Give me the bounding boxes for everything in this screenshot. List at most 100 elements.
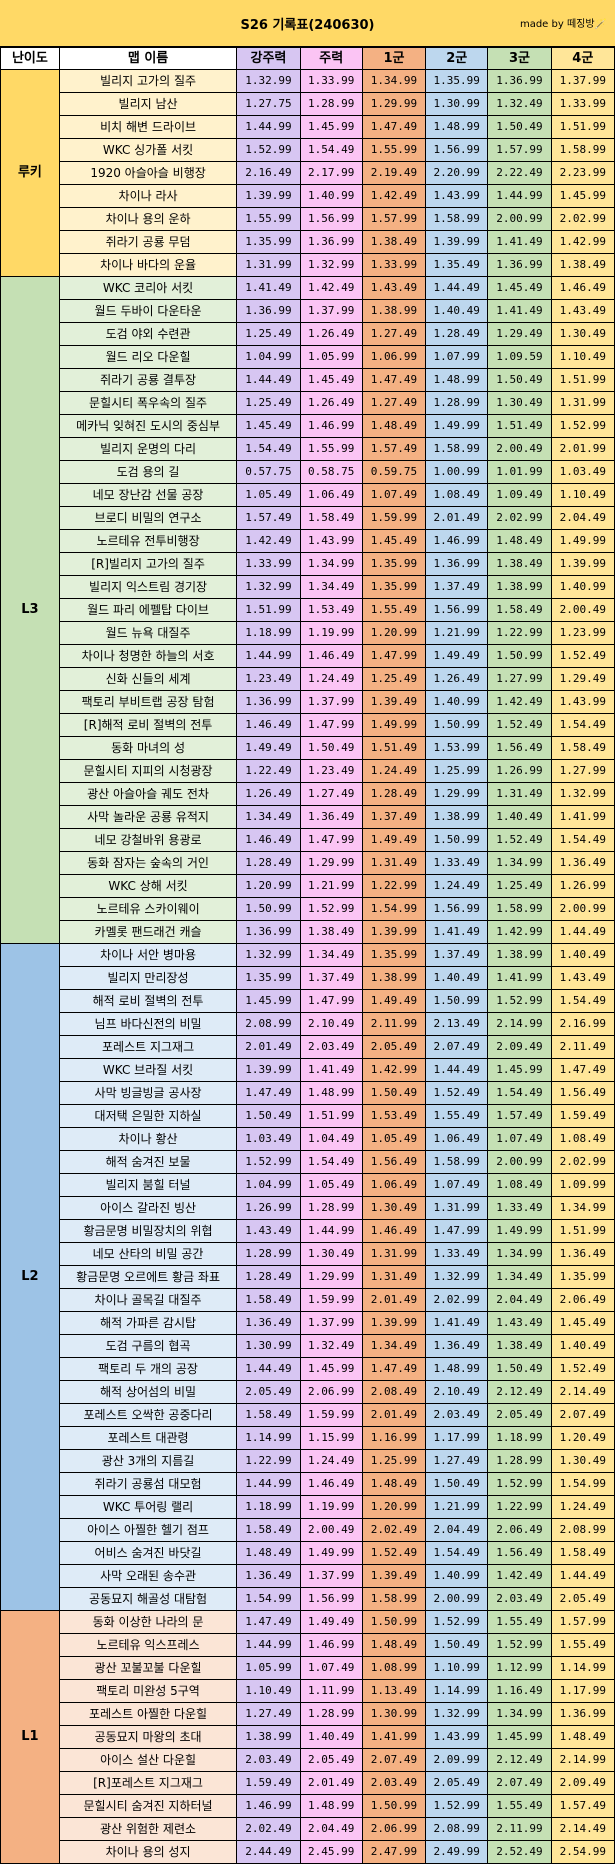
map-name-cell: 황금문명 비밀장치의 위협 [58, 1219, 238, 1243]
time-cell-group2: 1.50.49 [425, 1633, 489, 1657]
map-name-cell: 아이스 갈라진 빙산 [58, 1196, 238, 1220]
time-cell-group3: 1.09.49 [487, 483, 552, 507]
time-cell-group4: 1.52.99 [550, 414, 615, 438]
time-cell-group3: 1.52.99 [487, 989, 552, 1013]
table-row: 황금문명 비밀장치의 위협 1.43.49 1.44.99 1.46.49 1.47.9… [1, 1219, 615, 1243]
table-row: 광산 3개의 지름길 1.22.99 1.24.49 1.25.99 1.27.49 1.… [1, 1449, 615, 1473]
time-cell-group3: 2.09.49 [487, 1035, 552, 1059]
time-cell-juryeok: 1.26.49 [299, 391, 363, 415]
time-cell-group1: 1.20.99 [361, 621, 427, 645]
time-cell-group1: 1.55.99 [361, 138, 427, 162]
time-cell-kangjuryeok: 1.36.49 [236, 1564, 301, 1588]
time-cell-group3: 1.34.99 [487, 851, 552, 875]
time-cell-group2: 1.48.99 [425, 1357, 489, 1381]
table-row: WKC 상해 서킷 1.20.99 1.21.99 1.22.99 1.24.49 1.2… [1, 874, 615, 898]
time-cell-group3: 1.26.99 [487, 759, 552, 783]
time-cell-juryeok: 1.40.49 [299, 1725, 363, 1749]
time-cell-kangjuryeok: 2.08.99 [236, 1012, 301, 1036]
table-row: 네모 산타의 비밀 공간 1.28.99 1.30.49 1.31.99 1.33.49… [1, 1242, 615, 1266]
table-row: 포레스트 대관령 1.14.99 1.15.99 1.16.99 1.17.99 1.18… [1, 1426, 615, 1450]
column-header-group4: 4군 [550, 47, 615, 70]
time-cell-juryeok: 0.58.75 [299, 460, 363, 484]
table-row: 포레스트 오싹한 공중다리 1.58.49 1.59.99 2.01.49 2.03.4… [1, 1403, 615, 1427]
time-cell-group4: 1.27.99 [550, 759, 615, 783]
map-name-cell: 대저택 은밀한 지하실 [58, 1104, 238, 1128]
time-cell-group4: 1.45.49 [550, 1311, 615, 1335]
time-cell-kangjuryeok: 1.54.99 [236, 1587, 301, 1611]
table-row: 님프 바다신전의 비밀 2.08.99 2.10.49 2.11.99 2.13.49 2… [1, 1012, 615, 1036]
time-cell-group2: 2.02.99 [425, 1288, 489, 1312]
map-name-cell: [R]빌리지 고가의 질주 [58, 552, 238, 576]
time-cell-group4: 1.40.49 [550, 943, 615, 967]
map-name-cell: 문힐시티 지피의 시청광장 [58, 759, 238, 783]
time-cell-group1: 1.50.99 [361, 1794, 427, 1818]
table-row: 문힐시티 지피의 시청광장 1.22.49 1.23.49 1.24.49 1.25.9… [1, 759, 615, 783]
time-cell-group3: 1.38.49 [487, 552, 552, 576]
table-row: 아이스 갈라진 빙산 1.26.99 1.28.99 1.30.49 1.31.99 1.… [1, 1196, 615, 1220]
map-name-cell: WKC 투어링 랠리 [58, 1495, 238, 1519]
time-cell-group2: 1.56.99 [425, 598, 489, 622]
time-cell-kangjuryeok: 0.57.75 [236, 460, 301, 484]
time-cell-group4: 1.52.49 [550, 1357, 615, 1381]
time-cell-group4: 1.51.99 [550, 368, 615, 392]
time-cell-kangjuryeok: 1.39.99 [236, 1058, 301, 1082]
time-cell-group4: 1.17.99 [550, 1679, 615, 1703]
time-cell-group2: 1.41.49 [425, 1311, 489, 1335]
time-cell-group3: 1.52.49 [487, 828, 552, 852]
time-cell-group4: 1.29.49 [550, 667, 615, 691]
time-cell-juryeok: 1.37.99 [299, 690, 363, 714]
time-cell-group1: 1.20.99 [361, 1495, 427, 1519]
time-cell-group2: 2.09.99 [425, 1748, 489, 1772]
map-name-cell: 메카닉 잊혀진 도시의 중심부 [58, 414, 238, 438]
time-cell-group4: 1.54.99 [550, 1472, 615, 1496]
time-cell-group3: 2.14.99 [487, 1012, 552, 1036]
time-cell-group1: 1.31.49 [361, 851, 427, 875]
table-row: 문힐시티 폭우속의 질주 1.25.49 1.26.49 1.27.49 1.28.99… [1, 391, 615, 415]
time-cell-group3: 1.57.49 [487, 1104, 552, 1128]
map-name-cell: 차이나 청명한 하늘의 서호 [58, 644, 238, 668]
time-cell-group1: 1.05.49 [361, 1127, 427, 1151]
table-row: 차이나 용의 성지 2.44.49 2.45.99 2.47.99 2.49.99 2.5… [1, 1840, 615, 1864]
tier-label-rookie: 루키 [0, 69, 60, 277]
time-cell-kangjuryeok: 1.27.49 [236, 1702, 301, 1726]
time-cell-group3: 1.49.99 [487, 1219, 552, 1243]
time-cell-kangjuryeok: 1.38.99 [236, 1725, 301, 1749]
time-cell-group3: 1.52.99 [487, 1633, 552, 1657]
time-cell-juryeok: 1.37.99 [299, 299, 363, 323]
time-cell-kangjuryeok: 1.28.49 [236, 851, 301, 875]
table-row: 해적 숨겨진 보물 1.52.99 1.54.49 1.56.49 1.58.99 2.0… [1, 1150, 615, 1174]
time-cell-kangjuryeok: 1.44.99 [236, 1633, 301, 1657]
time-cell-group2: 1.48.99 [425, 115, 489, 139]
time-cell-group3: 1.36.99 [487, 69, 552, 93]
map-name-cell: 차이나 용의 운하 [58, 207, 238, 231]
time-cell-group2: 1.50.49 [425, 1472, 489, 1496]
map-name-cell: 문힐시티 숨겨진 지하터널 [58, 1794, 238, 1818]
time-cell-group3: 1.12.99 [487, 1656, 552, 1680]
table-row: L3 WKC 코리아 서킷 1.41.49 1.42.49 1.43.49 1.44.49… [0, 276, 615, 944]
table-row: 사막 놀라운 공룡 유적지 1.34.49 1.36.49 1.37.49 1.38.9… [1, 805, 615, 829]
time-cell-group3: 2.52.49 [487, 1840, 552, 1864]
time-cell-group2: 1.32.99 [425, 1265, 489, 1289]
time-cell-group3: 1.07.49 [487, 1127, 552, 1151]
time-cell-group2: 1.29.99 [425, 782, 489, 806]
table-row: 월드 두바이 다운타운 1.36.99 1.37.99 1.38.99 1.40.49 1… [1, 299, 615, 323]
table-row: 황금문명 오르에트 황금 좌표 1.28.49 1.29.99 1.31.49 1.32… [1, 1265, 615, 1289]
map-name-cell: 해적 숨겨진 보물 [58, 1150, 238, 1174]
time-cell-group4: 1.49.99 [550, 529, 615, 553]
time-cell-kangjuryeok: 1.18.99 [236, 621, 301, 645]
time-cell-group2: 2.13.49 [425, 1012, 489, 1036]
time-cell-group2: 1.50.99 [425, 989, 489, 1013]
map-name-cell: 아이스 아찔한 헬기 점프 [58, 1518, 238, 1542]
time-cell-kangjuryeok: 1.27.75 [236, 92, 301, 116]
time-cell-kangjuryeok: 1.51.99 [236, 598, 301, 622]
time-cell-group2: 1.21.99 [425, 1495, 489, 1519]
table-row: 광산 위험한 제련소 2.02.49 2.04.49 2.06.99 2.08.99 2.… [1, 1817, 615, 1841]
tier-label-l2: L2 [0, 943, 60, 1611]
time-cell-juryeok: 1.05.99 [299, 345, 363, 369]
time-cell-group2: 1.52.99 [425, 1610, 489, 1634]
map-name-cell: 광산 3개의 지름길 [58, 1449, 238, 1473]
time-cell-group1: 2.07.49 [361, 1748, 427, 1772]
map-name-cell: 차이나 용의 성지 [58, 1840, 238, 1864]
time-cell-group4: 1.44.49 [550, 920, 615, 944]
time-cell-group1: 1.30.49 [361, 1196, 427, 1220]
